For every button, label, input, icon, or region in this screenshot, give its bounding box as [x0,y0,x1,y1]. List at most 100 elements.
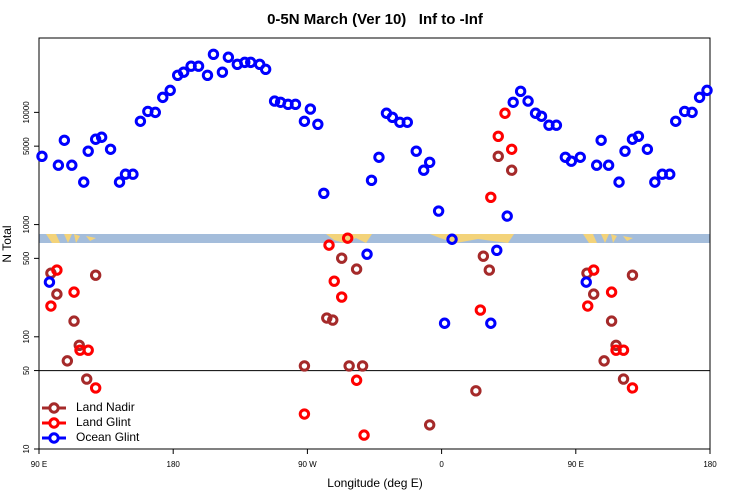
data-point [649,176,661,188]
data-point [113,176,126,188]
data-point [245,56,257,69]
data-point [78,176,90,188]
data-point [157,91,169,104]
x-tick-label: 0 [439,460,444,469]
data-point [617,373,630,385]
x-tick-label: 90 W [298,460,317,469]
data-point [192,60,205,72]
data-point [701,84,713,97]
data-point [61,355,74,367]
data-point [550,119,563,131]
data-point [95,131,108,143]
data-point [485,191,497,204]
data-point [335,252,348,264]
y-tick-label: 100 [22,330,31,344]
data-point [474,304,487,316]
data-point [590,159,603,171]
data-point [89,133,102,145]
data-point [470,385,482,397]
data-point [693,91,706,104]
data-point [587,264,600,276]
data-point [605,315,618,327]
data-point [641,143,654,155]
legend-label: Land Glint [76,415,131,429]
data-point [373,151,385,163]
data-point [514,85,527,98]
data-point [177,66,190,78]
y-tick-label: 50 [22,366,31,375]
data-point [477,250,490,262]
data-point [401,116,414,128]
data-point [66,159,78,171]
data-point [664,168,676,180]
data-point [216,66,229,78]
data-point [104,143,117,155]
data-point [670,115,682,127]
data-point [45,300,57,312]
x-tick-label: 90 E [568,460,584,469]
data-point [356,360,369,372]
data-point [58,134,71,146]
data-point [446,233,458,245]
legend-label: Land Nadir [76,400,135,414]
data-point [43,276,56,288]
data-point [73,339,85,351]
data-point [268,95,281,107]
y-tick-label: 500 [22,251,31,265]
legend-marker [48,432,60,444]
data-point [51,288,63,300]
data-point [505,143,518,155]
data-point [164,84,176,97]
data-point [410,145,422,157]
data-point [304,103,317,115]
x-tick-label: 90 E [31,460,47,469]
data-point [328,275,340,287]
data-point [491,244,503,256]
data-point [626,382,639,394]
data-point [598,355,610,367]
data-point [587,288,600,300]
data-point [613,176,625,188]
data-point [485,317,497,329]
data-point [318,187,330,199]
y-tick-label: 10 [22,444,31,453]
data-point [298,115,311,127]
data-point [201,69,214,81]
data-point [507,96,519,108]
data-point [423,156,436,168]
data-point [321,312,333,324]
y-axis-label: N Total [0,225,14,262]
data-point [492,130,504,142]
legend-marker [48,402,60,414]
x-axis-label: Longitude (deg E) [327,476,422,490]
data-point [492,150,504,162]
data-point [610,339,622,351]
data-point [438,317,451,329]
data-point [343,360,355,372]
data-point [298,360,311,372]
data-point [134,115,147,127]
data-point [259,63,272,76]
data-point [81,373,93,385]
y-tick-label: 5000 [22,137,31,155]
data-point [127,168,139,180]
data-point [535,110,548,122]
data-point [505,164,518,176]
data-point [418,164,430,176]
data-point [361,248,373,260]
data-point [222,51,235,63]
data-point [149,106,162,119]
legend-marker [48,417,60,429]
data-point [432,205,445,217]
legend-label: Ocean Glint [76,430,140,444]
plot-frame [38,37,711,450]
data-point [358,429,370,441]
data-point [386,111,399,123]
data-point [522,95,534,107]
data-point [350,374,363,386]
data-point [423,419,436,431]
data-point [51,264,63,276]
data-point [89,269,102,281]
data-point [626,269,639,281]
